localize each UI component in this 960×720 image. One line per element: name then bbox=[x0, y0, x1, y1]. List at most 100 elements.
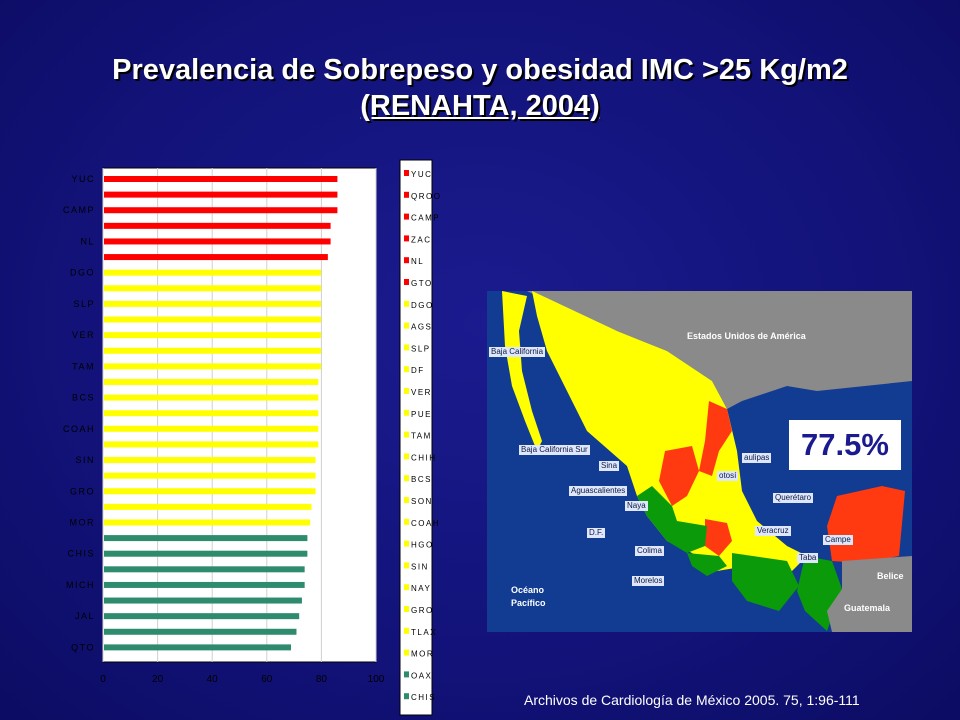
bar-mich bbox=[104, 581, 305, 588]
bar-ver bbox=[104, 332, 322, 339]
bar-qroo bbox=[104, 191, 338, 198]
baja-california-shape bbox=[502, 291, 542, 451]
y-tick-label-coah: COAH bbox=[63, 424, 95, 434]
y-tick-label-camp: CAMP bbox=[63, 205, 95, 215]
bar-ags bbox=[104, 285, 322, 292]
y-tick-label-ver: VER bbox=[72, 330, 95, 340]
legend-label-camp: CAMP bbox=[411, 214, 440, 223]
bar-pue bbox=[104, 347, 322, 354]
bar-son bbox=[104, 410, 319, 417]
y-tick-label-dgo: DGO bbox=[70, 268, 95, 278]
map-label-queretaro: Querétaro bbox=[773, 493, 814, 503]
legend-swatch-nl bbox=[404, 257, 409, 264]
legend-label-tlax: TLAX bbox=[411, 628, 437, 637]
legend-swatch-ver bbox=[404, 388, 409, 394]
legend-label-chis: CHIS bbox=[411, 693, 436, 702]
bar-col bbox=[104, 597, 302, 604]
map-label-nayarit: Naya bbox=[625, 501, 648, 511]
legend-label-sin: SIN bbox=[411, 562, 429, 571]
legend-swatch-df bbox=[404, 366, 409, 373]
map-label-morelos: Morelos bbox=[632, 576, 665, 586]
title-line-1: Prevalencia de Sobrepeso y obesidad IMC … bbox=[112, 54, 848, 86]
legend-label-pue: PUE bbox=[411, 410, 432, 419]
x-tick-label-4: 80 bbox=[316, 674, 328, 685]
legend-swatch-nay bbox=[404, 584, 409, 591]
yucatan-shape bbox=[827, 486, 905, 563]
y-tick-label-slp: SLP bbox=[73, 299, 95, 309]
map-graphic bbox=[502, 291, 912, 632]
bar-bcs bbox=[104, 394, 319, 401]
bar-chis bbox=[104, 550, 308, 557]
usa-land bbox=[527, 291, 912, 409]
map-label-pacifico: Pacífico bbox=[511, 598, 546, 608]
map-label-guatemala: Guatemala bbox=[844, 603, 891, 613]
bar-jal bbox=[104, 613, 300, 620]
y-tick-label-bcs: BCS bbox=[72, 393, 95, 403]
legend-label-nl: NL bbox=[411, 257, 424, 266]
x-tick-label-5: 100 bbox=[368, 674, 385, 685]
map-label-potosi: otosí bbox=[717, 471, 739, 481]
map-label-usa: Estados Unidos de América bbox=[687, 331, 806, 341]
bar-df bbox=[104, 316, 322, 323]
bar-hgo bbox=[104, 441, 319, 448]
legend-swatch-gto bbox=[404, 279, 409, 285]
legend-swatch-zac bbox=[404, 235, 409, 242]
bar-mor bbox=[104, 519, 311, 526]
x-tick-label-3: 60 bbox=[261, 674, 273, 685]
y-tick-label-chis: CHIS bbox=[67, 549, 95, 559]
guanajuato-shape bbox=[705, 519, 732, 556]
legend-label-oax: OAX bbox=[411, 671, 432, 680]
legend-swatch-tlax bbox=[404, 627, 409, 634]
legend-swatch-coah bbox=[404, 518, 409, 525]
oaxaca-shape bbox=[732, 553, 799, 611]
x-tick-label-0: 0 bbox=[100, 674, 106, 685]
bar-slp bbox=[104, 300, 322, 307]
michoacan-shape bbox=[687, 553, 727, 576]
map-label-oceano: Océano bbox=[511, 585, 545, 595]
bar-oax bbox=[104, 535, 308, 542]
legend-label-zac: ZAC bbox=[411, 235, 432, 244]
y-tick-label-qto: QTO bbox=[71, 642, 95, 652]
bar-camp bbox=[104, 207, 338, 214]
legend-swatch-ags bbox=[404, 322, 409, 329]
nuevo-leon-shape bbox=[699, 401, 732, 476]
y-tick-label-nl: NL bbox=[80, 236, 95, 246]
bar-tlax bbox=[104, 503, 312, 510]
legend-label-gro: GRO bbox=[411, 606, 434, 615]
legend-swatch-hgo bbox=[404, 540, 409, 547]
y-tick-label-tam: TAM bbox=[72, 361, 95, 371]
map-label-belice: Belice bbox=[877, 571, 904, 581]
y-tick-label-jal: JAL bbox=[75, 611, 95, 621]
legend-swatch-sin bbox=[404, 562, 409, 569]
legend-swatch-chis bbox=[404, 693, 409, 700]
legend-label-son: SON bbox=[411, 497, 433, 506]
bar-bc bbox=[104, 566, 305, 573]
y-tick-label-yuc: YUC bbox=[71, 174, 95, 184]
bar-dgo bbox=[104, 269, 322, 276]
legend-swatch-gro bbox=[404, 606, 409, 612]
legend-label-tam: TAM bbox=[411, 432, 432, 441]
bar-mex bbox=[104, 628, 297, 635]
map-label-colima: Colima bbox=[635, 546, 664, 556]
bar-chih bbox=[104, 378, 319, 385]
map-label-aguascalientes: Aguascalientes bbox=[569, 486, 628, 496]
bar-gto bbox=[104, 254, 328, 261]
map-label-sinaloa: Sina bbox=[599, 461, 620, 471]
bar-gro bbox=[104, 488, 316, 495]
legend-label-ver: VER bbox=[411, 388, 432, 397]
legend-swatch-dgo bbox=[404, 300, 409, 307]
jalisco-shape bbox=[637, 486, 707, 553]
legend-label-gto: GTO bbox=[411, 279, 433, 288]
bar-zac bbox=[104, 222, 331, 229]
x-tick-label-2: 40 bbox=[207, 674, 219, 685]
map-label-df: D.F. bbox=[587, 528, 606, 538]
legend-swatch-pue bbox=[404, 409, 409, 416]
y-tick-label-sin: SIN bbox=[75, 455, 95, 465]
central-america-land bbox=[827, 556, 912, 632]
legend-label-coah: COAH bbox=[411, 519, 440, 528]
bar-nl bbox=[104, 238, 331, 245]
legend-swatch-bcs bbox=[404, 475, 409, 482]
legend-label-nay: NAY bbox=[411, 584, 431, 593]
legend-swatch-mor bbox=[404, 649, 409, 656]
